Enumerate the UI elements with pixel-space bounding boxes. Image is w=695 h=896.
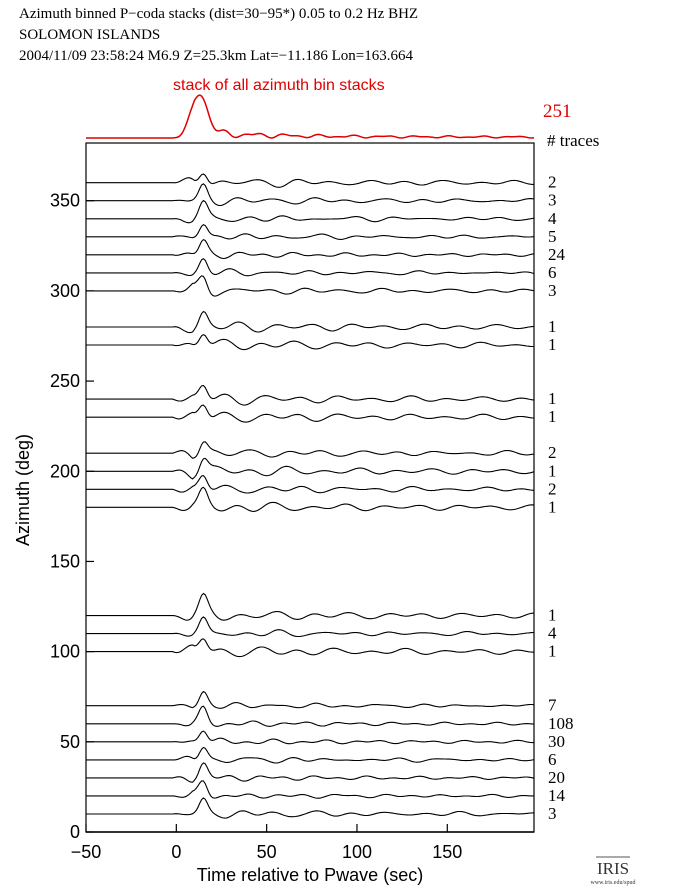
trace-az-60 <box>86 705 535 727</box>
header-line-1: Azimuth binned P−coda stacks (dist=30−95… <box>19 6 418 22</box>
trace-az-360 <box>86 173 534 188</box>
x-axis-ticks: −50 0 50 100 150 <box>71 824 462 862</box>
trace-az-320 <box>86 238 535 260</box>
trace-count-az-200: 1 <box>548 461 557 480</box>
y-tick-label: 300 <box>50 281 80 301</box>
trace-count-az-210: 2 <box>548 443 557 462</box>
trace-count-az-190: 2 <box>548 479 557 498</box>
trace-az-180 <box>86 486 535 512</box>
trace-az-40 <box>86 746 535 764</box>
y-tick-label: 350 <box>50 191 80 211</box>
trace-az-20 <box>86 780 534 799</box>
trace-az-50 <box>86 730 534 745</box>
trace-az-70 <box>86 690 535 709</box>
trace-count-az-50: 30 <box>548 732 565 751</box>
summary-stack-trace <box>86 94 535 139</box>
trace-count-az-120: 1 <box>548 606 557 625</box>
x-tick-label: 100 <box>342 842 372 862</box>
trace-count-az-360: 2 <box>548 173 557 192</box>
x-tick-label: −50 <box>71 842 102 862</box>
summary-label: stack of all azimuth bin stacks <box>173 77 385 94</box>
logo-url: www.iris.edu/spud <box>591 880 636 886</box>
trace-az-340 <box>86 199 535 224</box>
trace-count-az-280: 1 <box>548 317 557 336</box>
header-line-2: SOLOMON ISLANDS <box>19 27 160 43</box>
trace-az-120 <box>86 592 535 621</box>
trace-az-240 <box>86 384 535 406</box>
trace-count-az-10: 3 <box>548 804 557 823</box>
trace-az-280 <box>86 310 535 334</box>
y-axis-ticks: 0 50 100 150 200 250 300 350 <box>50 191 94 842</box>
trace-count-az-340: 4 <box>548 209 557 228</box>
trace-count-az-240: 1 <box>548 389 557 408</box>
trace-group <box>86 173 535 819</box>
logo-name: IRIS <box>597 859 629 878</box>
trace-count-az-230: 1 <box>548 407 557 426</box>
trace-az-310 <box>86 258 535 277</box>
y-tick-label: 0 <box>70 822 80 842</box>
trace-az-190 <box>86 474 535 494</box>
y-tick-label: 100 <box>50 642 80 662</box>
trace-count-az-320: 24 <box>548 245 566 264</box>
trace-az-300 <box>86 275 535 297</box>
header-line-3: 2004/11/09 23:58:24 M6.9 Z=25.3km Lat=−1… <box>19 48 413 64</box>
trace-count-az-70: 7 <box>548 696 557 715</box>
trace-count-az-30: 20 <box>548 768 565 787</box>
trace-az-230 <box>86 404 535 423</box>
trace-az-330 <box>86 223 535 240</box>
trace-count-az-40: 6 <box>548 750 557 769</box>
trace-count-az-350: 3 <box>548 191 557 210</box>
trace-az-210 <box>86 441 535 459</box>
trace-count-az-180: 1 <box>548 497 557 516</box>
plot-frame <box>85 142 535 833</box>
trace-count-az-270: 1 <box>548 335 557 354</box>
trace-az-350 <box>86 183 535 207</box>
y-tick-label: 50 <box>60 732 80 752</box>
y-tick-label: 150 <box>50 551 80 571</box>
trace-count-az-20: 14 <box>548 786 566 805</box>
x-tick-label: 0 <box>171 842 181 862</box>
trace-count-az-300: 3 <box>548 281 557 300</box>
y-axis-label: Azimuth (deg) <box>13 434 33 546</box>
trace-az-270 <box>86 333 534 351</box>
trace-az-10 <box>86 797 534 819</box>
x-tick-label: 50 <box>257 842 277 862</box>
trace-az-200 <box>86 457 535 480</box>
trace-count-az-60: 108 <box>548 714 574 733</box>
trace-count-az-310: 6 <box>548 263 557 282</box>
y-tick-label: 250 <box>50 371 80 391</box>
trace-az-110 <box>86 616 535 638</box>
trace-az-100 <box>86 638 535 658</box>
trace-count-az-330: 5 <box>548 227 557 246</box>
x-tick-label: 150 <box>432 842 462 862</box>
trace-count-az-100: 1 <box>548 642 557 661</box>
y-tick-label: 200 <box>50 461 80 481</box>
iris-logo: IRIS www.iris.edu/spud <box>591 856 636 886</box>
x-axis-label: Time relative to Pwave (sec) <box>197 865 423 885</box>
traces-header: # traces <box>547 131 599 150</box>
trace-az-30 <box>86 762 535 783</box>
summary-trace-count: 251 <box>543 101 572 122</box>
trace-count-az-110: 4 <box>548 624 557 643</box>
